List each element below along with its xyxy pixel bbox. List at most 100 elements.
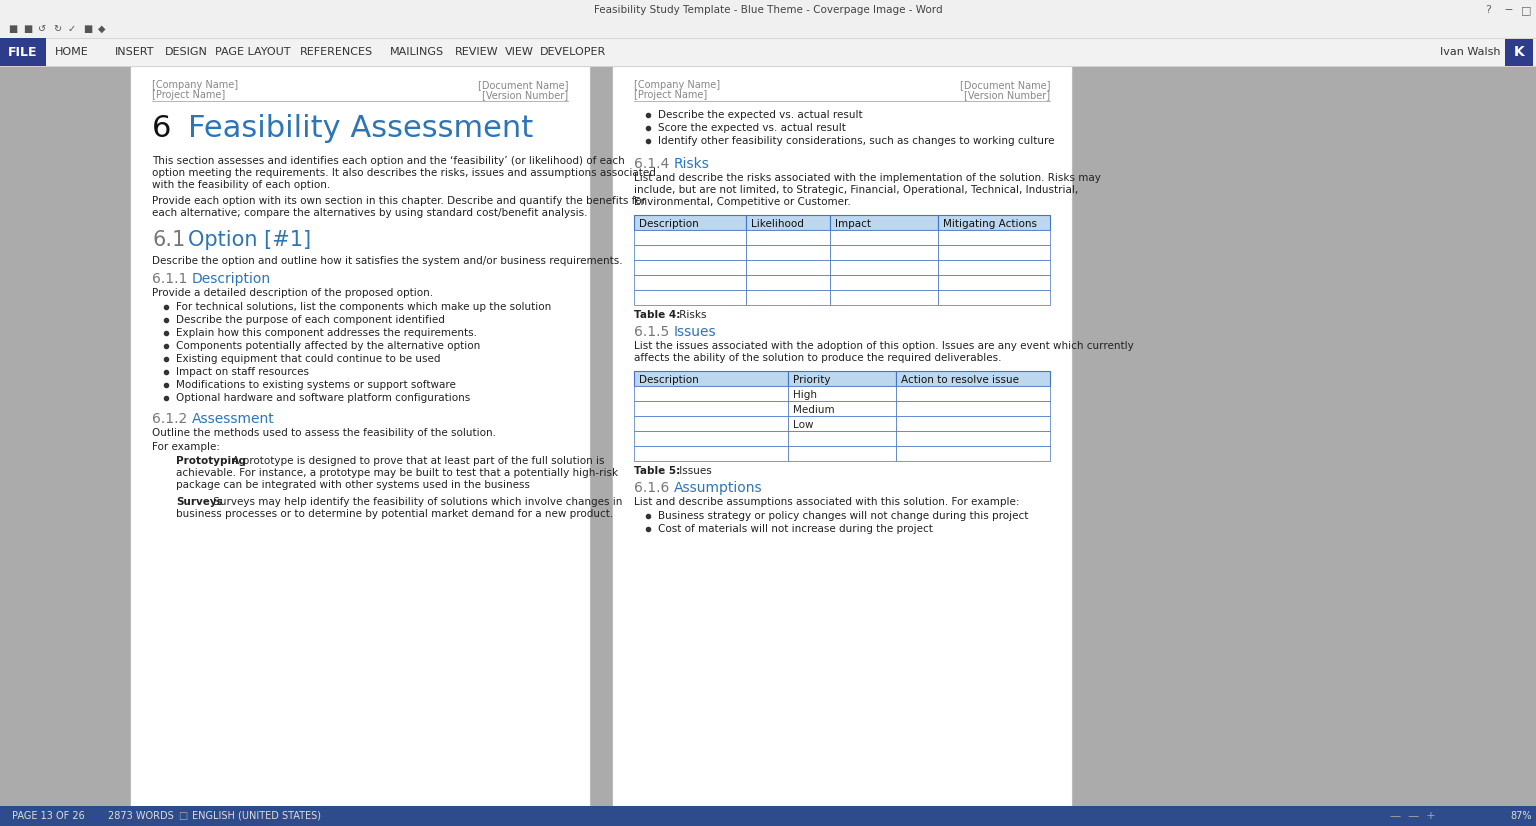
Text: Description: Description	[192, 272, 272, 286]
Text: ■: ■	[83, 24, 92, 34]
Text: □: □	[178, 811, 187, 821]
Text: 2873 WORDS: 2873 WORDS	[108, 811, 174, 821]
Bar	[634, 401, 788, 416]
Bar	[0, 38, 46, 66]
Text: ENGLISH (UNITED STATES): ENGLISH (UNITED STATES)	[192, 811, 321, 821]
Text: ✓: ✓	[68, 24, 77, 34]
Bar	[634, 245, 746, 260]
Text: Explain how this component addresses the requirements.: Explain how this component addresses the…	[177, 328, 478, 338]
Text: REVIEW: REVIEW	[455, 47, 499, 57]
Text: List and describe the risks associated with the implementation of the solution. : List and describe the risks associated w…	[634, 173, 1101, 183]
Text: 6.1.1: 6.1.1	[152, 272, 187, 286]
Bar	[937, 290, 1051, 305]
Bar	[829, 230, 937, 245]
Bar	[829, 290, 937, 305]
Text: Score the expected vs. actual result: Score the expected vs. actual result	[657, 123, 846, 133]
Bar	[0, 806, 1536, 826]
Text: Describe the expected vs. actual result: Describe the expected vs. actual result	[657, 110, 863, 120]
Text: ↺: ↺	[38, 24, 46, 34]
Bar	[634, 230, 746, 245]
Text: Feasibility Study Template - Blue Theme - Coverpage Image - Word: Feasibility Study Template - Blue Theme …	[594, 5, 942, 15]
Text: PAGE LAYOUT: PAGE LAYOUT	[215, 47, 290, 57]
Text: —  —  +: — — +	[1390, 811, 1436, 821]
Text: A prototype is designed to prove that at least part of the full solution is: A prototype is designed to prove that at…	[229, 456, 604, 466]
Text: [Version Number]: [Version Number]	[482, 90, 568, 100]
Bar	[634, 371, 788, 386]
Text: Medium: Medium	[793, 405, 834, 415]
Text: 6.1.2: 6.1.2	[152, 412, 187, 426]
Bar	[746, 245, 829, 260]
Bar	[937, 275, 1051, 290]
Text: 6.1: 6.1	[152, 230, 186, 250]
Bar	[788, 386, 895, 401]
Text: High: High	[793, 390, 817, 400]
Text: Ivan Walsh: Ivan Walsh	[1441, 47, 1501, 57]
Text: This section assesses and identifies each option and the ‘feasibility’ (or likel: This section assesses and identifies eac…	[152, 156, 625, 166]
Bar	[937, 215, 1051, 230]
Text: K: K	[1513, 45, 1524, 59]
Bar	[1505, 39, 1533, 66]
Text: FILE: FILE	[8, 45, 38, 59]
Text: [Project Name]: [Project Name]	[152, 90, 226, 100]
Bar	[829, 260, 937, 275]
Text: Risks: Risks	[674, 157, 710, 171]
Bar	[937, 245, 1051, 260]
Text: Identify other feasibility considerations, such as changes to working culture: Identify other feasibility consideration…	[657, 136, 1055, 146]
Text: Optional hardware and software platform configurations: Optional hardware and software platform …	[177, 393, 470, 403]
Text: ↻: ↻	[54, 24, 61, 34]
Text: Provide each option with its own section in this chapter. Describe and quantify : Provide each option with its own section…	[152, 196, 647, 206]
Bar	[937, 260, 1051, 275]
Text: Option [#1]: Option [#1]	[187, 230, 312, 250]
Bar	[788, 431, 895, 446]
Text: Impact: Impact	[834, 219, 871, 229]
Text: DESIGN: DESIGN	[164, 47, 207, 57]
Text: Modifications to existing systems or support software: Modifications to existing systems or sup…	[177, 380, 456, 390]
Text: VIEW: VIEW	[505, 47, 535, 57]
Text: REFERENCES: REFERENCES	[300, 47, 373, 57]
Text: package can be integrated with other systems used in the business: package can be integrated with other sys…	[177, 480, 530, 490]
Text: MAILINGS: MAILINGS	[390, 47, 444, 57]
Text: ◆: ◆	[98, 24, 106, 34]
Text: [Project Name]: [Project Name]	[634, 90, 707, 100]
Bar	[634, 386, 788, 401]
Text: Assessment: Assessment	[192, 412, 275, 426]
Text: PAGE 13 OF 26: PAGE 13 OF 26	[12, 811, 84, 821]
Text: 6.1.6: 6.1.6	[634, 481, 670, 495]
Bar	[634, 260, 746, 275]
Text: ■: ■	[8, 24, 17, 34]
Text: Issues: Issues	[676, 466, 711, 476]
Text: Impact on staff resources: Impact on staff resources	[177, 367, 309, 377]
Bar	[634, 290, 746, 305]
Text: HOME: HOME	[55, 47, 89, 57]
Bar	[634, 431, 788, 446]
Text: option meeting the requirements. It also describes the risks, issues and assumpt: option meeting the requirements. It also…	[152, 168, 656, 178]
Text: Business strategy or policy changes will not change during this project: Business strategy or policy changes will…	[657, 511, 1029, 521]
Text: Assumptions: Assumptions	[674, 481, 763, 495]
Text: Environmental, Competitive or Customer.: Environmental, Competitive or Customer.	[634, 197, 851, 207]
Bar	[0, 0, 1536, 20]
Text: Table 5:: Table 5:	[634, 466, 680, 476]
Text: [Company Name]: [Company Name]	[152, 80, 238, 90]
Text: Components potentially affected by the alternative option: Components potentially affected by the a…	[177, 341, 481, 351]
Text: [Company Name]: [Company Name]	[634, 80, 720, 90]
Text: Risks: Risks	[676, 310, 707, 320]
Bar	[788, 401, 895, 416]
Bar	[895, 386, 1051, 401]
Bar	[895, 416, 1051, 431]
Bar	[788, 446, 895, 461]
Bar	[829, 275, 937, 290]
Text: Surveys: Surveys	[177, 497, 223, 507]
Text: For technical solutions, list the components which make up the solution: For technical solutions, list the compon…	[177, 302, 551, 312]
Text: Cost of materials will not increase during the project: Cost of materials will not increase duri…	[657, 524, 932, 534]
Text: Surveys may help identify the feasibility of solutions which involve changes in: Surveys may help identify the feasibilit…	[209, 497, 622, 507]
Bar	[746, 215, 829, 230]
Text: Feasibility Assessment: Feasibility Assessment	[187, 114, 533, 143]
Text: affects the ability of the solution to produce the required deliverables.: affects the ability of the solution to p…	[634, 353, 1001, 363]
Bar	[746, 290, 829, 305]
Text: List the issues associated with the adoption of this option. Issues are any even: List the issues associated with the adop…	[634, 341, 1134, 351]
Text: Low: Low	[793, 420, 814, 430]
Bar	[829, 215, 937, 230]
Text: INSERT: INSERT	[115, 47, 155, 57]
Bar	[746, 230, 829, 245]
Bar	[895, 446, 1051, 461]
